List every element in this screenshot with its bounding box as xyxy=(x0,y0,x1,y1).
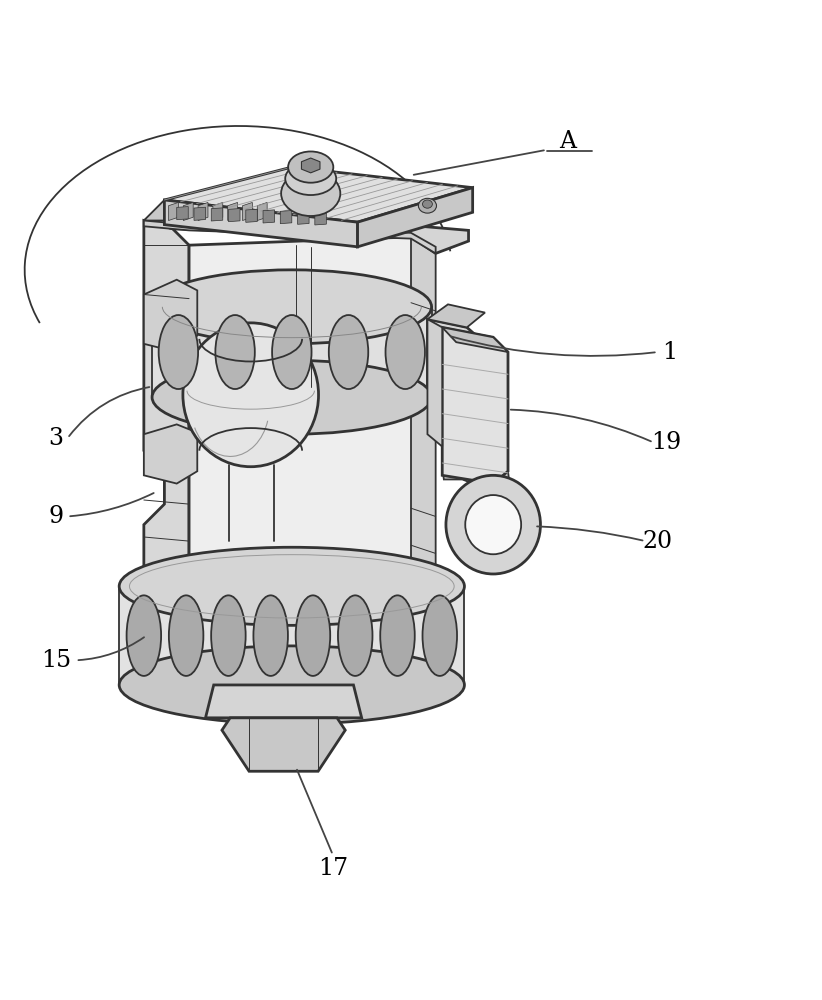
Ellipse shape xyxy=(465,495,521,554)
Polygon shape xyxy=(315,212,326,225)
Polygon shape xyxy=(183,202,193,221)
Polygon shape xyxy=(144,200,177,221)
Text: 19: 19 xyxy=(651,431,681,454)
Text: 20: 20 xyxy=(643,530,672,553)
Ellipse shape xyxy=(423,200,432,208)
Ellipse shape xyxy=(329,315,368,389)
Ellipse shape xyxy=(159,315,198,389)
Polygon shape xyxy=(213,202,223,221)
Polygon shape xyxy=(164,200,358,247)
Ellipse shape xyxy=(285,162,336,195)
Polygon shape xyxy=(257,202,267,221)
Ellipse shape xyxy=(381,595,415,676)
Ellipse shape xyxy=(296,595,330,676)
Polygon shape xyxy=(298,211,309,224)
Ellipse shape xyxy=(288,151,334,183)
Ellipse shape xyxy=(127,595,161,676)
Ellipse shape xyxy=(272,315,312,389)
Text: 9: 9 xyxy=(48,505,63,528)
Polygon shape xyxy=(177,207,188,220)
Polygon shape xyxy=(144,208,469,253)
Polygon shape xyxy=(442,327,508,484)
Polygon shape xyxy=(189,237,427,697)
Ellipse shape xyxy=(423,595,457,676)
Ellipse shape xyxy=(169,595,203,676)
Ellipse shape xyxy=(418,198,436,213)
Polygon shape xyxy=(164,167,473,222)
Polygon shape xyxy=(198,202,208,221)
Ellipse shape xyxy=(182,323,318,467)
Text: 1: 1 xyxy=(663,341,677,364)
Polygon shape xyxy=(144,280,197,352)
Polygon shape xyxy=(411,237,436,685)
Polygon shape xyxy=(442,467,536,508)
Polygon shape xyxy=(427,319,481,393)
Ellipse shape xyxy=(211,595,246,676)
Ellipse shape xyxy=(446,475,541,574)
Polygon shape xyxy=(242,202,252,221)
Polygon shape xyxy=(263,210,275,223)
Polygon shape xyxy=(302,158,320,173)
Polygon shape xyxy=(427,304,485,327)
Text: 3: 3 xyxy=(48,427,63,450)
Polygon shape xyxy=(194,207,206,220)
Ellipse shape xyxy=(281,171,340,216)
Polygon shape xyxy=(152,307,432,397)
Ellipse shape xyxy=(253,595,288,676)
Polygon shape xyxy=(246,209,257,222)
Polygon shape xyxy=(144,424,197,484)
Polygon shape xyxy=(144,221,189,697)
Ellipse shape xyxy=(152,360,432,434)
Ellipse shape xyxy=(152,270,432,344)
Ellipse shape xyxy=(119,646,464,724)
Polygon shape xyxy=(228,202,238,221)
Polygon shape xyxy=(442,327,508,352)
Polygon shape xyxy=(169,202,178,221)
Text: 17: 17 xyxy=(318,857,348,880)
Polygon shape xyxy=(222,718,345,771)
Ellipse shape xyxy=(215,315,255,389)
Polygon shape xyxy=(358,188,473,247)
Polygon shape xyxy=(144,221,436,253)
Polygon shape xyxy=(211,208,223,221)
Polygon shape xyxy=(427,319,442,447)
Polygon shape xyxy=(280,210,292,224)
Text: A: A xyxy=(559,130,575,153)
Polygon shape xyxy=(206,685,362,718)
Ellipse shape xyxy=(386,315,425,389)
Polygon shape xyxy=(119,586,464,685)
Ellipse shape xyxy=(119,547,464,625)
Text: 15: 15 xyxy=(41,649,71,672)
Polygon shape xyxy=(229,209,240,222)
Ellipse shape xyxy=(338,595,372,676)
